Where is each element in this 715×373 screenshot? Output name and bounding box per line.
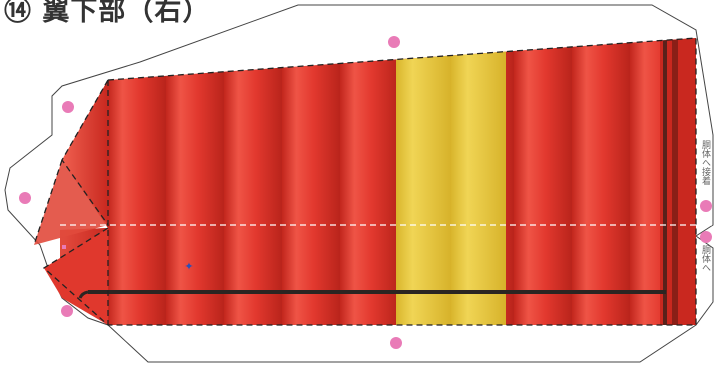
star-marker-icon: ✦ bbox=[184, 260, 193, 273]
side-label-lower: 胴体へ bbox=[700, 245, 710, 272]
glue-dot-icon bbox=[62, 101, 74, 113]
glue-dot-icon bbox=[700, 231, 712, 243]
fold-flap-upper bbox=[62, 80, 108, 225]
glue-dot-icon bbox=[19, 192, 31, 204]
fold-flap-left bbox=[34, 160, 108, 245]
glue-dot-icon bbox=[700, 200, 712, 212]
side-label-upper: 胴体へ接着 bbox=[700, 140, 710, 185]
page-title: ⑭ 翼下部（右） bbox=[4, 0, 211, 27]
fold-flap-lower bbox=[44, 228, 108, 325]
glue-dot-icon bbox=[61, 305, 73, 317]
glue-dot-icon bbox=[390, 337, 402, 349]
glue-dot-icon bbox=[388, 36, 400, 48]
small-marker bbox=[62, 245, 66, 249]
fold-lines bbox=[33, 37, 697, 326]
glue-dots bbox=[19, 36, 712, 349]
